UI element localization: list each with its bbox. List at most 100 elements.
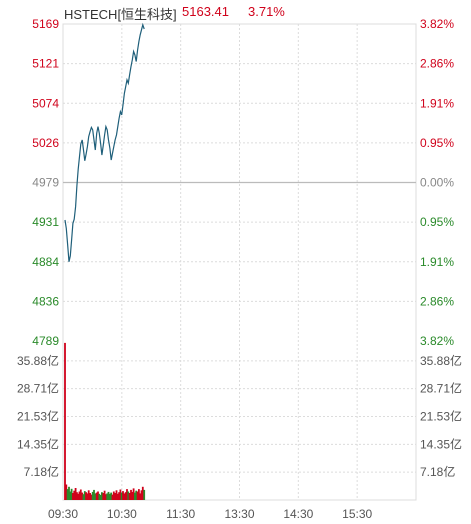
volume-tick-label-right: 21.53亿 <box>420 409 462 424</box>
volume-bar <box>136 491 139 500</box>
volume-bar <box>94 493 97 500</box>
volume-bar <box>118 492 120 500</box>
volume-tick-label: 28.71亿 <box>17 381 59 396</box>
volume-bar <box>82 494 85 500</box>
volume-bar <box>89 493 91 500</box>
volume-bar <box>106 493 109 500</box>
price-line <box>64 22 145 262</box>
volume-tick-label: 21.53亿 <box>17 409 59 424</box>
volume-bar <box>122 491 124 500</box>
volume-bar <box>112 491 115 500</box>
percent-tick-label: 0.95% <box>420 215 454 229</box>
x-tick-label: 15:30 <box>342 507 372 521</box>
volume-tick-label-right: 14.35亿 <box>420 436 462 451</box>
price-tick-label: 4789 <box>32 334 59 348</box>
percent-tick-label: 1.91% <box>420 96 454 110</box>
volume-bar <box>111 494 114 500</box>
price-tick-label: 5169 <box>32 17 59 31</box>
volume-bar <box>110 492 113 500</box>
volume-bar <box>77 493 80 500</box>
percent-tick-label: 0.00% <box>420 176 454 190</box>
volume-bar <box>141 486 144 500</box>
volume-bar <box>130 489 132 500</box>
volume-bar <box>138 489 140 500</box>
x-tick-label: 10:30 <box>107 507 137 521</box>
change-percent: 3.71% <box>248 4 285 19</box>
volume-bar <box>140 490 143 500</box>
volume-bar <box>139 493 142 500</box>
volume-bar <box>116 493 119 500</box>
x-tick-label: 13:30 <box>224 507 254 521</box>
volume-tick-label: 14.35亿 <box>17 436 59 451</box>
volume-bar <box>86 493 89 500</box>
volume-bar <box>74 488 77 500</box>
volume-bar <box>115 490 118 500</box>
volume-bar <box>126 489 128 500</box>
volume-tick-label-right: 7.18亿 <box>420 464 455 479</box>
volume-bar <box>132 488 135 500</box>
volume-bar <box>90 494 93 500</box>
index-name: HSTECH[恒生科技] <box>64 7 177 22</box>
price-tick-label: 5121 <box>32 57 59 71</box>
percent-tick-label: 0.95% <box>420 136 454 150</box>
volume-tick-label-right: 35.88亿 <box>420 353 462 368</box>
volume-bar <box>135 490 138 500</box>
volume-bar <box>134 492 136 500</box>
volume-bar <box>83 491 86 500</box>
volume-bar <box>114 493 116 500</box>
volume-bar <box>128 493 131 500</box>
volume-bar <box>109 493 111 500</box>
volume-tick-label: 7.18亿 <box>24 464 59 479</box>
price-tick-label: 5026 <box>32 136 59 150</box>
percent-tick-label: 3.82% <box>420 17 454 31</box>
volume-bar <box>73 490 76 500</box>
price-tick-label: 4931 <box>32 215 59 229</box>
percent-tick-label: 3.82% <box>420 334 454 348</box>
volume-bar <box>66 489 69 500</box>
volume-bar <box>131 491 134 500</box>
volume-bar <box>99 495 102 500</box>
volume-bar <box>91 491 94 500</box>
volume-bar <box>127 491 130 500</box>
current-price: 5163.41 <box>182 4 229 19</box>
volume-bar <box>72 493 74 500</box>
volume-bar <box>119 489 122 500</box>
x-tick-label: 14:30 <box>283 507 313 521</box>
price-tick-label: 5074 <box>32 96 59 110</box>
volume-bar <box>124 492 127 500</box>
x-tick-label: 11:30 <box>166 507 195 521</box>
volume-tick-label-right: 28.71亿 <box>420 381 462 396</box>
volume-bar <box>107 491 110 500</box>
volume-bar <box>76 492 78 500</box>
volume-bar <box>78 491 81 500</box>
volume-bar <box>69 491 72 500</box>
price-tick-label: 4884 <box>32 255 59 269</box>
volume-bar <box>103 490 106 500</box>
volume-tick-label: 35.88亿 <box>17 353 59 368</box>
volume-bar <box>79 489 82 500</box>
volume-bar <box>93 489 95 500</box>
volume-bar <box>105 494 107 500</box>
volume-bar <box>98 493 101 500</box>
volume-bar <box>120 492 123 500</box>
volume-bar <box>102 493 105 500</box>
volume-bar <box>97 491 99 500</box>
volume-bar <box>143 489 146 500</box>
price-tick-label: 4979 <box>32 176 59 190</box>
volume-bar <box>123 493 126 500</box>
volume-bar <box>85 492 87 500</box>
price-tick-label: 4836 <box>32 294 59 308</box>
percent-tick-label: 1.91% <box>420 255 454 269</box>
x-tick-label: 09:30 <box>48 507 78 521</box>
volume-bar <box>81 492 84 500</box>
volume-bar <box>70 488 73 500</box>
volume-bar <box>101 492 103 500</box>
percent-tick-label: 2.86% <box>420 294 454 308</box>
volume-bar <box>65 484 68 500</box>
volume-bar <box>64 342 66 500</box>
volume-bar <box>95 492 98 500</box>
volume-bar <box>68 486 70 500</box>
percent-tick-label: 2.86% <box>420 57 454 71</box>
volume-bar <box>87 490 90 500</box>
